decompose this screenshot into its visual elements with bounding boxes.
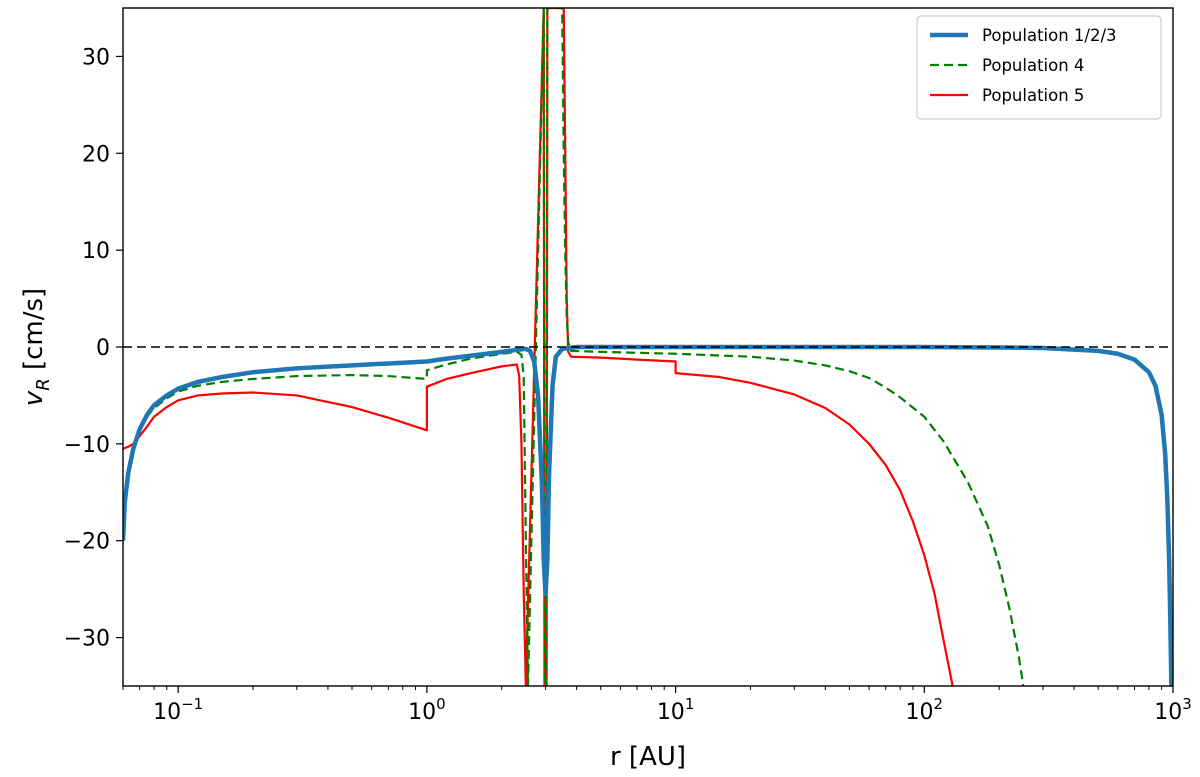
x-tick-label-exponent: 2 (934, 695, 944, 713)
x-tick-label-base: 10 (408, 700, 436, 725)
y-tick-label: 0 (96, 336, 110, 361)
y-axis-label-symbol: v (19, 390, 49, 406)
y-tick-label: −30 (64, 627, 110, 652)
y-axis-label-units: [cm/s] (19, 288, 49, 378)
y-axis: 30 20 10 0 −10 −20 −30 (64, 45, 123, 652)
x-tick-label: 101 (657, 695, 695, 725)
x-tick-label: 10−1 (153, 695, 203, 725)
legend: Population 1/2/3 Population 4 Population 5 (916, 15, 1162, 120)
y-tick-label: 20 (82, 142, 110, 167)
legend-label: Population 4 (982, 56, 1084, 75)
series-line-population-1-2-3 (123, 344, 1173, 686)
x-tick-label: 100 (408, 695, 446, 725)
x-axis-label: r [AU] (610, 742, 686, 772)
x-tick-label: 103 (1154, 695, 1192, 725)
x-tick-label-base: 10 (153, 700, 181, 725)
x-axis: 10−1 100 101 102 103 (122, 686, 1192, 725)
x-tick-label-exponent: 3 (1182, 695, 1192, 713)
x-tick-label-exponent: −1 (181, 695, 203, 713)
y-tick-label: 10 (82, 239, 110, 264)
y-tick-label: −10 (64, 433, 110, 458)
x-tick-label: 102 (906, 695, 944, 725)
y-axis-label: vR [cm/s] (19, 288, 54, 406)
y-tick-label: 30 (82, 45, 110, 70)
y-tick-label: −20 (64, 530, 110, 555)
x-tick-label-exponent: 1 (685, 695, 695, 713)
legend-label: Population 1/2/3 (982, 26, 1117, 45)
legend-label: Population 5 (982, 86, 1084, 105)
y-axis-label-subscript: R (33, 378, 54, 391)
x-tick-label-exponent: 0 (436, 695, 446, 713)
x-tick-label-base: 10 (906, 700, 934, 725)
legend-box (916, 15, 1162, 120)
x-tick-label-base: 10 (1154, 700, 1182, 725)
x-tick-label-base: 10 (657, 700, 685, 725)
